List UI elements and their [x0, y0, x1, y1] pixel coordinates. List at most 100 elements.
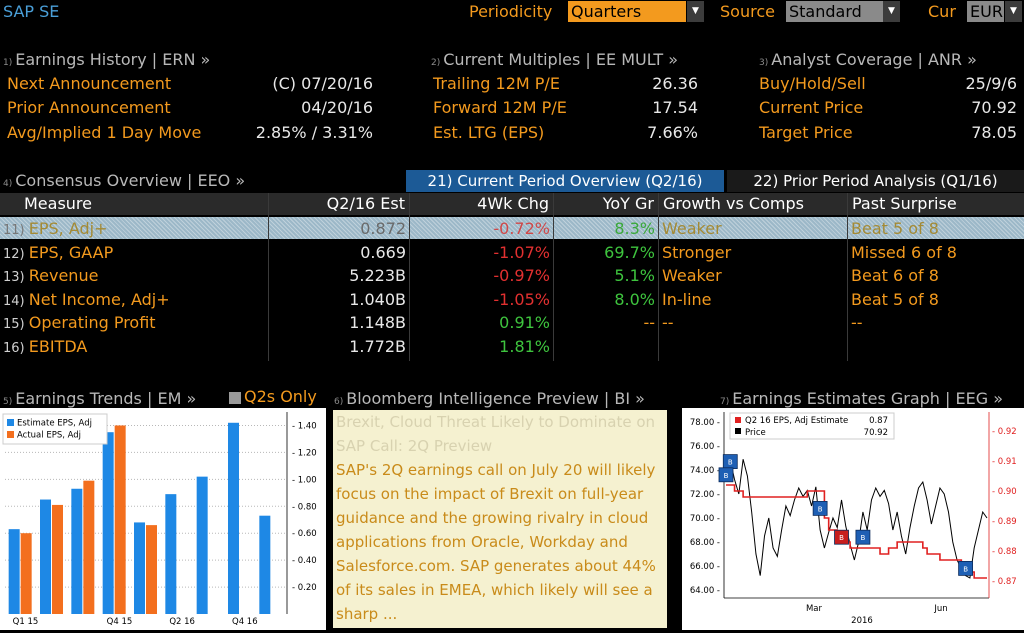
y-tick-label-left: 64.00 - [690, 586, 720, 596]
earnings-trends-header[interactable]: 5) Earnings Trends | EM » [3, 388, 196, 410]
source-select[interactable]: Standard [786, 1, 883, 22]
section-number: 4) [3, 179, 13, 189]
estimates-graph-header[interactable]: 7) Earnings Estimates Graph | EEG » [720, 388, 1003, 410]
bar-estimate[interactable] [134, 522, 145, 614]
current-multiples-header[interactable]: 2) Current Multiples | EE MULT » [431, 49, 678, 71]
cell-measure[interactable]: 16) EBITDA [0, 335, 268, 358]
ticker-title: SAP SE [3, 2, 60, 21]
cell-measure[interactable]: 12) EPS, GAAP [0, 241, 268, 264]
col-measure[interactable]: Measure [0, 193, 268, 215]
prior-announcement-label: Prior Announcement [7, 98, 171, 117]
analyst-coverage-link[interactable]: Analyst Coverage | ANR » [771, 50, 977, 69]
q2s-only-checkbox[interactable] [229, 392, 241, 404]
x-tick-label: Jun [933, 604, 947, 614]
target-price-label: Target Price [759, 123, 853, 142]
cell-yoy: 69.7% [604, 242, 655, 262]
est-ltg-value: 7.66% [647, 123, 698, 142]
cell-chg: -1.07% [493, 242, 550, 262]
event-marker[interactable] [812, 501, 828, 516]
col-yoy-gr[interactable]: YoY Gr [554, 193, 658, 215]
source-dropdown-icon[interactable]: ▼ [883, 1, 900, 22]
event-marker-label: B [724, 472, 729, 480]
selected-row-highlight [0, 217, 1024, 239]
event-marker[interactable] [718, 467, 734, 483]
chart-legend: Estimate EPS, Adj Actual EPS, Adj [2, 413, 108, 445]
tab-prior-period[interactable]: 22) Prior Period Analysis (Q1/16) [727, 170, 1024, 192]
row-measure[interactable]: Net Income, Adj+ [28, 289, 170, 309]
bi-preview-header[interactable]: 6) Bloomberg Intelligence Preview | BI » [334, 388, 645, 410]
col-past-surprise[interactable]: Past Surprise [848, 193, 1024, 215]
next-announcement-value: (C) 07/20/16 [272, 74, 373, 93]
bar-estimate[interactable] [259, 515, 271, 614]
earnings-history-link[interactable]: Earnings History | ERN » [15, 50, 211, 69]
q2s-only-label[interactable]: Q2s Only [244, 387, 317, 406]
cell-est: 0.669 [360, 242, 406, 262]
current-price-value: 70.92 [971, 98, 1017, 117]
currency-select[interactable]: EUR [967, 1, 1004, 22]
y-tick-label-left: 70.00 - [690, 514, 720, 524]
bar-actual[interactable] [20, 533, 32, 614]
legend-swatch-estimate [735, 417, 741, 423]
bar-actual[interactable] [146, 525, 157, 614]
periodicity-select[interactable]: Quarters [568, 1, 686, 22]
bar-estimate[interactable] [40, 499, 51, 614]
row-measure[interactable]: EPS, GAAP [28, 242, 114, 262]
y-tick-label: - 1.20 [292, 448, 317, 458]
avg-implied-move-label: Avg/Implied 1 Day Move [7, 123, 202, 142]
bar-estimate[interactable] [196, 476, 208, 614]
cell-measure[interactable]: 15) Operating Profit [0, 311, 268, 334]
cell-measure[interactable]: 14) Net Income, Adj+ [0, 288, 268, 311]
bi-preview-link[interactable]: Bloomberg Intelligence Preview | BI » [346, 389, 645, 408]
col-4wk-chg[interactable]: 4Wk Chg [410, 193, 553, 215]
y-tick-label: - 0.20 [292, 583, 317, 593]
bi-preview-box[interactable] [333, 410, 667, 628]
y-tick-label: - 0.60 [292, 529, 317, 539]
y-tick-label-right: - 0.87 [992, 577, 1017, 587]
bar-actual[interactable] [52, 504, 63, 614]
y-tick-label-right: - 0.90 [992, 487, 1017, 497]
legend-value-price: 70.92 [864, 428, 888, 438]
cell-chg: 0.91% [499, 313, 550, 333]
event-marker[interactable] [958, 560, 974, 576]
cell-measure[interactable]: 11) EPS, Adj+ [0, 217, 268, 240]
consensus-header[interactable]: 4) Consensus Overview | EEO » [3, 170, 245, 192]
estimates-graph-link[interactable]: Earnings Estimates Graph | EEG » [732, 389, 1003, 408]
bar-estimate[interactable] [228, 422, 239, 614]
currency-dropdown-icon[interactable]: ▼ [1005, 1, 1022, 22]
col-est[interactable]: Q2/16 Est [269, 193, 409, 215]
consensus-link[interactable]: Consensus Overview | EEO » [15, 171, 246, 190]
bar-actual[interactable] [83, 480, 95, 614]
analyst-coverage-header[interactable]: 3) Analyst Coverage | ANR » [759, 49, 977, 71]
earnings-history-header[interactable]: 1) Earnings History | ERN » [3, 49, 210, 71]
periodicity-dropdown-icon[interactable]: ▼ [687, 1, 704, 22]
tab-current-period[interactable]: 21) Current Period Overview (Q2/16) [406, 170, 724, 192]
legend-label-estimate: Estimate EPS, Adj [17, 419, 92, 429]
bar-actual[interactable] [114, 425, 126, 614]
cell-measure[interactable]: 13) Revenue [0, 264, 268, 287]
buy-hold-sell-label: Buy/Hold/Sell [759, 74, 866, 93]
y-tick-label-left: 76.00 - [690, 442, 720, 452]
earnings-trends-link[interactable]: Earnings Trends | EM » [15, 389, 197, 408]
row-number: 13) [3, 270, 29, 286]
row-measure[interactable]: EBITDA [28, 337, 88, 356]
bar-estimate[interactable] [71, 488, 83, 614]
col-growth-vs-comps[interactable]: Growth vs Comps [659, 193, 847, 215]
event-marker[interactable] [855, 529, 871, 545]
y-tick-label-right: - 0.88 [992, 547, 1017, 557]
row-number: 11) [3, 223, 29, 238]
event-marker[interactable] [834, 529, 849, 545]
row-measure[interactable]: Operating Profit [28, 313, 156, 333]
bi-headline[interactable]: Brexit, Cloud Threat Likely to Dominate … [336, 413, 656, 455]
row-number: 12) [3, 246, 29, 262]
current-multiples-link[interactable]: Current Multiples | EE MULT » [443, 50, 679, 69]
chart-background [682, 408, 1024, 630]
bar-estimate[interactable] [165, 494, 177, 614]
bar-estimate[interactable] [102, 432, 114, 614]
row-measure[interactable]: EPS, Adj+ [28, 219, 108, 238]
currency-label: Cur [928, 2, 956, 21]
x-tick-label: Mar [806, 604, 823, 614]
bi-preview-content[interactable]: Brexit, Cloud Threat Likely to Dominate … [336, 410, 666, 626]
y-tick-label-right: - 0.92 [992, 427, 1017, 437]
row-measure[interactable]: Revenue [28, 266, 99, 286]
bar-estimate[interactable] [8, 529, 20, 614]
